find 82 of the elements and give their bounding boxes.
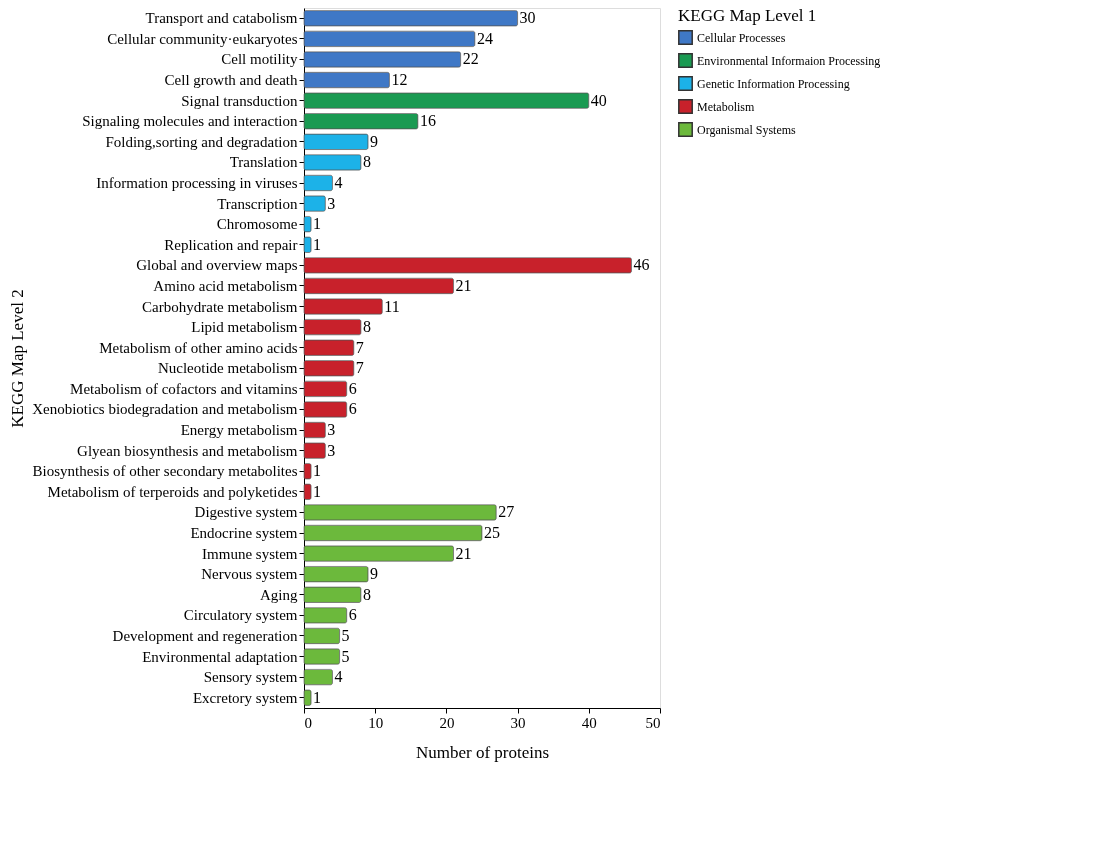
data-label: 16 [419,112,436,130]
y-tick-label: Carbohydrate metabolism [142,298,298,315]
x-axis-title: Number of proteins [415,742,550,762]
data-label: 8 [362,585,371,603]
data-label: 9 [370,132,379,150]
y-tick-label: Folding,sorting and degradation [105,133,298,150]
data-label: 6 [348,606,357,624]
y-tick-label: Excretory system [192,689,298,706]
data-label: 8 [362,318,371,336]
data-label: 21 [455,276,472,294]
y-tick-label: Cellular community·eukaryotes [107,30,298,47]
data-label: 5 [341,647,350,665]
y-tick-label: Metabolism of terperoids and polyketides [47,483,298,500]
data-label: 40 [590,91,607,109]
data-label: 5 [341,626,350,644]
y-tick-label: Signal transduction [181,92,298,109]
data-label: 3 [327,194,336,212]
data-label: 1 [313,482,322,500]
y-tick-label: Metabolism of other amino acids [99,339,298,356]
x-tick-label: 50 [645,714,661,731]
y-tick-label: Metabolism of cofactors and vitamins [70,380,298,397]
legend-label: Environmental Informaion Processing [697,53,881,68]
data-label: 30 [519,9,536,27]
data-label: 3 [327,421,336,439]
y-tick-label: Cell motility [221,51,298,68]
data-label: 21 [455,544,472,562]
data-label: 25 [484,524,500,541]
y-tick-label: Xenobiotics biodegradation and metabolism [32,401,298,418]
data-label: 11 [384,297,400,315]
y-tick-label: Energy metabolism [180,422,298,439]
y-tick-label: Transport and catabolism [145,10,298,27]
legend-title: KEGG Map Level 1 [678,6,817,25]
data-label: 8 [362,153,371,171]
y-tick-label: Digestive system [194,504,298,521]
y-tick-label: Aging [260,586,298,603]
y-tick-label: Transcription [217,195,298,212]
data-label: 1 [313,688,322,706]
legend-label: Cellular Processes [697,30,786,45]
y-tick-label: Development and regeneration [112,627,298,644]
data-label: 7 [355,338,364,356]
data-label: 4 [334,174,343,191]
y-tick-label: Biosynthesis of other secondary metabolites [32,463,298,480]
x-tick-label: 0 [304,714,312,731]
legend-label: Organismal Systems [697,122,797,137]
y-tick-label: Information processing in viruses [96,175,298,191]
legend-label: Metabolism [697,99,755,114]
data-label: 4 [334,668,343,686]
data-label: 1 [313,215,322,233]
y-tick-label: Signaling molecules and interaction [82,113,298,130]
data-label: 9 [370,565,379,583]
data-label: 46 [633,256,650,274]
y-tick-label: Sensory system [203,669,298,686]
x-tick-label: 20 [439,714,455,731]
data-label: 27 [498,503,515,521]
data-label: 3 [327,441,336,459]
y-tick-label: Endocrine system [190,525,298,541]
x-tick-label: 30 [510,714,526,731]
y-tick-label: Amino acid metabolism [153,277,298,294]
y-tick-label: Lipid metabolism [191,319,298,336]
data-label: 12 [391,71,408,89]
x-tick-label: 40 [581,714,597,731]
y-tick-label: Glyean biosynthesis and metabolism [77,442,298,459]
data-label: 24 [476,29,493,47]
data-label: 22 [462,50,479,68]
y-tick-label: Circulatory system [183,607,298,624]
x-tick-label: 10 [368,714,384,731]
data-label: 1 [313,235,322,253]
legend-label: Genetic Information Processing [697,76,850,91]
y-tick-label: Environmental adaptation [142,648,298,665]
y-tick-label: Immune system [202,545,298,562]
y-tick-label: Translation [229,154,298,171]
y-tick-label: Chromosome [216,216,298,233]
y-tick-label: Replication and repair [164,236,298,253]
y-tick-label: Nervous system [201,566,298,583]
data-label: 1 [313,462,322,480]
y-axis-title: KEGG Map Level 2 [7,289,27,428]
y-tick-label: Nucleotide metabolism [157,360,298,377]
data-label: 7 [355,359,364,377]
data-label: 6 [348,400,357,418]
data-label: 6 [348,379,357,397]
y-tick-label: Global and overview maps [136,257,298,274]
y-tick-label: Cell growth and death [164,72,298,89]
